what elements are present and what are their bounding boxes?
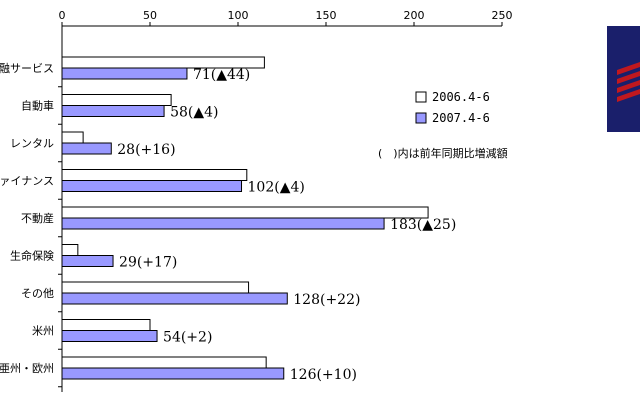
x-ticks: 0 50 100 150 200 250 [59, 9, 513, 26]
category-label: 自動車 [21, 99, 54, 113]
bar-2007 [61, 67, 188, 80]
category-label: 亜州・欧州 [0, 362, 54, 375]
bars [61, 56, 429, 380]
bar-2006 [61, 131, 84, 144]
category-label: レンタル [10, 137, 54, 150]
category-labels: 金融サービス自動車レンタルファイナンス不動産生命保険その他米州亜州・欧州 [0, 61, 62, 388]
legend-label-2007: 2007.4-6 [432, 111, 490, 125]
bar-2006 [61, 94, 172, 106]
category-label: 不動産 [21, 211, 54, 225]
bar-2006 [61, 281, 250, 294]
category-label: ファイナンス [0, 175, 54, 188]
category-label: その他 [21, 287, 54, 300]
legend-swatch-2006 [415, 91, 427, 103]
bar-2007 [61, 180, 243, 192]
x-tick-label: 250 [492, 9, 513, 22]
data-label: 28(+16) [117, 142, 175, 158]
legend-swatch-2007 [415, 112, 427, 124]
bar-2007 [61, 330, 158, 342]
bar-2006 [61, 356, 267, 369]
chart-note: ( )内は前年同期比増減額 [378, 146, 508, 160]
bar-2007 [61, 292, 288, 305]
category-label: 金融サービス [0, 61, 54, 75]
data-label: 128(+22) [293, 292, 360, 308]
bar-2007 [61, 217, 385, 230]
data-label: 102(▲4) [248, 180, 305, 196]
data-label: 71(▲44) [193, 67, 250, 83]
legend-label-2006: 2006.4-6 [432, 90, 490, 104]
bar-2006 [61, 169, 248, 181]
bar-2006 [61, 319, 151, 331]
data-label: 54(+2) [163, 330, 212, 346]
data-label: 183(▲25) [390, 217, 456, 233]
data-label: 58(▲4) [170, 105, 218, 121]
x-tick-label: 100 [228, 9, 249, 22]
category-label: 生命保険 [10, 249, 54, 263]
logo-stripes-icon [617, 62, 640, 102]
x-tick-label: 50 [143, 9, 157, 22]
data-label: 126(+10) [290, 367, 357, 383]
data-label: 29(+17) [119, 255, 177, 271]
category-label: 米州 [32, 325, 54, 338]
legend: 2006.4-6 2007.4-6 [415, 90, 490, 125]
bar-2007 [61, 105, 165, 117]
bar-2007 [61, 255, 114, 267]
data-labels: 71(▲44) 58(▲4) 28(+16) 102(▲4) 183(▲25) 29(+1… [117, 67, 456, 383]
bar-2006 [61, 244, 79, 256]
x-tick-label: 200 [404, 9, 425, 22]
corner-logo [607, 26, 640, 132]
bar-2007 [61, 142, 112, 155]
x-tick-label: 150 [316, 9, 337, 22]
bar-2007 [61, 367, 285, 380]
bar-2006 [61, 206, 429, 219]
x-tick-label: 0 [59, 9, 66, 22]
